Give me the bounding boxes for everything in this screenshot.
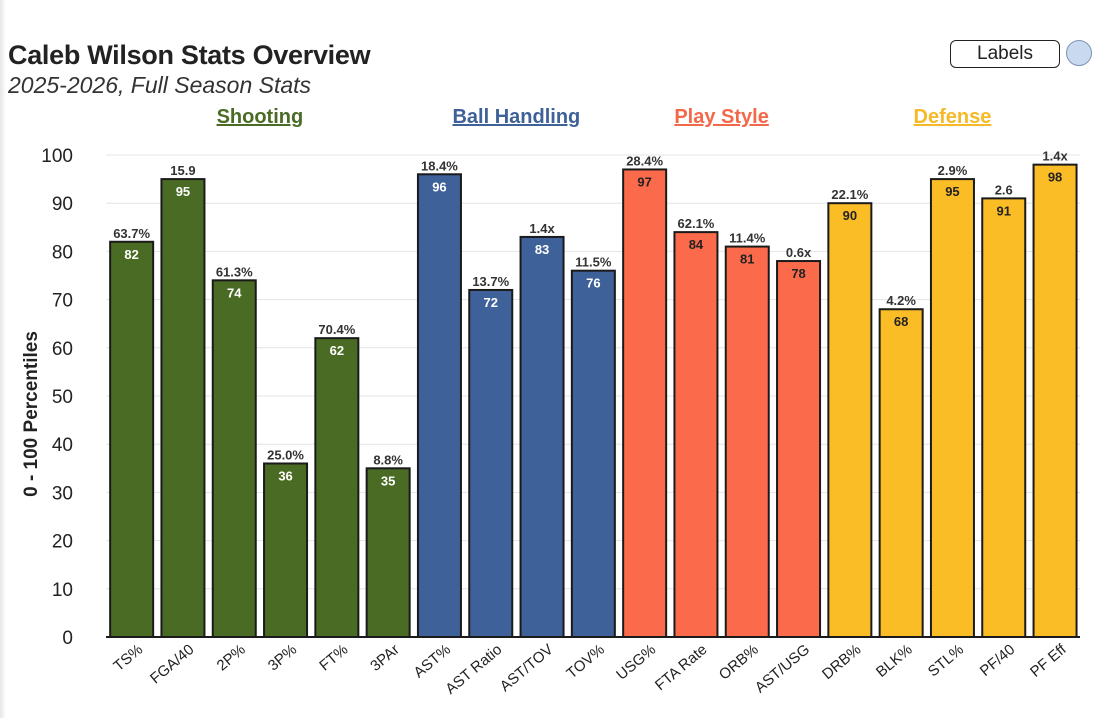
percentile-label: 76 (586, 276, 600, 291)
y-tick-label: 80 (52, 242, 73, 263)
x-tick-label: PF Eff (1027, 641, 1070, 681)
bar-drb- (827, 202, 873, 638)
group-label-ball-handling: Ball Handling (452, 106, 581, 128)
bar-ast-ratio (468, 288, 514, 638)
x-tick-label: 3PAr (367, 641, 403, 675)
y-tick-label: 30 (52, 483, 73, 504)
x-tick-label: TS% (110, 641, 146, 675)
stat-label: 4.2% (886, 293, 916, 308)
x-tick-label: 2P% (214, 641, 249, 674)
x-tick-label: FT% (316, 641, 351, 674)
y-tick-label: 60 (52, 339, 73, 360)
x-tick-label: AST/USG (752, 641, 813, 696)
bar-fga-40 (160, 178, 206, 638)
percentile-label: 90 (843, 208, 857, 223)
bar-orb- (724, 245, 770, 639)
y-tick-label: 40 (52, 435, 73, 456)
x-tick-label: ORB% (716, 641, 762, 683)
percentile-label: 35 (381, 473, 395, 488)
bar-3par (365, 467, 411, 638)
bar-ast-usg (776, 260, 822, 638)
bar-pf-eff (1032, 163, 1078, 638)
x-tick-label: DRB% (819, 641, 864, 683)
y-tick-label: 50 (52, 387, 73, 408)
percentile-label: 98 (1048, 170, 1062, 185)
stat-label: 8.8% (373, 452, 403, 467)
stat-label: 28.4% (626, 153, 663, 168)
percentile-label: 97 (637, 174, 651, 189)
x-tick-label: BLK% (873, 641, 916, 681)
percentile-label: 74 (227, 285, 242, 300)
stat-label: 70.4% (318, 322, 355, 337)
bar-fta-rate (673, 231, 719, 638)
x-tick-label: TOV% (563, 641, 608, 682)
percentile-label: 68 (894, 314, 908, 329)
x-tick-label: FTA Rate (652, 641, 711, 694)
stat-label: 22.1% (831, 187, 868, 202)
x-tick-label: PF/40 (977, 641, 1019, 680)
stat-label: 18.4% (421, 158, 458, 173)
x-tick-label: AST% (411, 641, 454, 681)
percentile-label: 72 (484, 295, 498, 310)
percentile-label: 96 (432, 179, 446, 194)
bar-blk- (878, 308, 924, 638)
x-tick-label: FGA/40 (147, 641, 198, 687)
group-label-defense: Defense (913, 106, 992, 128)
stat-label: 15.9 (170, 163, 195, 178)
bar-pf-40 (981, 197, 1027, 638)
bar-ft- (314, 337, 360, 638)
x-tick-label: AST/TOV (497, 641, 557, 695)
stat-label: 62.1% (678, 216, 715, 231)
bar-tov- (570, 269, 616, 638)
chart-subtitle: 2025-2026, Full Season Stats (8, 72, 312, 98)
x-tick-label: AST Ratio (442, 641, 505, 698)
percentile-label: 84 (689, 237, 704, 252)
percentile-label: 95 (176, 184, 190, 199)
percentile-label: 83 (535, 242, 549, 257)
bar-3p- (263, 462, 309, 639)
labels-toggle-switch[interactable] (1066, 40, 1092, 66)
y-tick-label: 10 (52, 580, 73, 601)
stat-label: 11.4% (729, 231, 766, 246)
x-tick-label: 3P% (265, 641, 300, 674)
stat-label: 1.4x (1042, 149, 1068, 164)
stat-label: 2.6 (995, 182, 1013, 197)
stat-label: 25.0% (267, 447, 304, 462)
stat-label: 13.7% (472, 274, 509, 289)
stat-label: 11.5% (575, 255, 612, 270)
stat-label: 1.4x (529, 221, 555, 236)
x-tick-label: USG% (613, 641, 659, 683)
bar-2p- (211, 279, 257, 638)
y-tick-label: 0 (62, 628, 73, 649)
y-tick-label: 90 (52, 194, 73, 215)
labels-toggle-button[interactable]: Labels (950, 40, 1060, 68)
edge-shade (0, 0, 6, 718)
percentile-label: 95 (945, 184, 959, 199)
bar-usg- (622, 168, 668, 639)
y-axis-label: 0 - 100 Percentiles (21, 331, 42, 497)
x-tick-label: STL% (925, 641, 967, 680)
bar-ts- (109, 240, 155, 638)
percentile-label: 91 (997, 203, 1011, 218)
stat-label: 63.7% (113, 226, 150, 241)
percentile-label: 81 (740, 252, 754, 267)
percentile-label: 62 (330, 343, 344, 358)
group-label-shooting: Shooting (216, 106, 304, 128)
group-label-play-style: Play Style (674, 106, 769, 128)
chart-title: Caleb Wilson Stats Overview (8, 40, 371, 70)
y-tick-label: 20 (52, 532, 73, 553)
y-tick-label: 100 (41, 146, 73, 167)
percentile-label: 82 (124, 247, 138, 262)
percentile-label: 36 (278, 468, 292, 483)
bar-ast-tov (519, 235, 565, 638)
stat-label: 0.6x (786, 245, 812, 260)
bar-stl- (929, 178, 975, 638)
bar-ast- (416, 173, 462, 638)
percentile-label: 78 (791, 266, 805, 281)
stat-label: 61.3% (216, 264, 253, 279)
stat-label: 2.9% (938, 163, 968, 178)
y-tick-label: 70 (52, 291, 73, 312)
